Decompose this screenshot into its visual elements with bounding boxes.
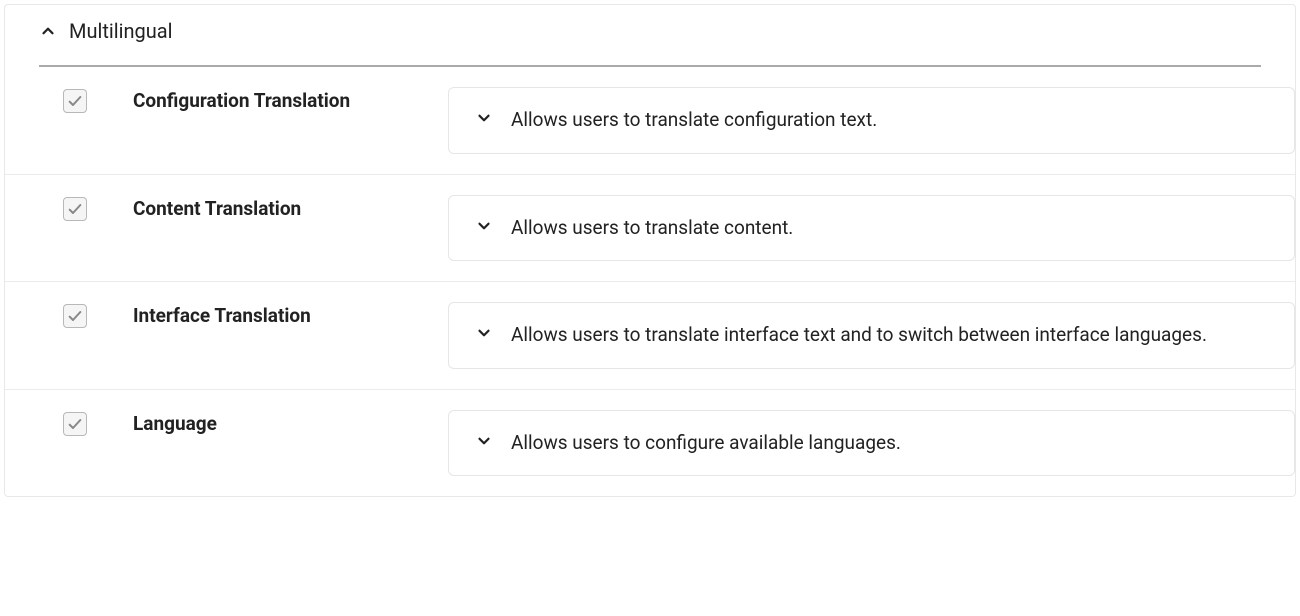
module-name: Language xyxy=(133,412,217,435)
module-label-cell: Interface Translation xyxy=(103,302,448,327)
checkbox-language[interactable] xyxy=(63,412,87,436)
module-name: Configuration Translation xyxy=(133,89,350,112)
checkbox-cell xyxy=(63,302,103,328)
module-label-cell: Content Translation xyxy=(103,195,448,220)
multilingual-panel: Multilingual Configuration Translation A… xyxy=(4,4,1296,497)
checkbox-cell xyxy=(63,195,103,221)
chevron-down-icon[interactable] xyxy=(475,109,493,127)
module-description: Allows users to configure available lang… xyxy=(511,429,901,458)
checkbox-cell xyxy=(63,410,103,436)
module-description-box[interactable]: Allows users to translate content. xyxy=(448,195,1295,262)
chevron-down-icon[interactable] xyxy=(475,217,493,235)
module-name: Interface Translation xyxy=(133,304,311,327)
module-description: Allows users to translate interface text… xyxy=(511,321,1207,350)
chevron-down-icon[interactable] xyxy=(475,432,493,450)
module-name: Content Translation xyxy=(133,197,301,220)
module-description-cell: Allows users to translate configuration … xyxy=(448,87,1295,154)
module-label-cell: Language xyxy=(103,410,448,435)
section-title: Multilingual xyxy=(69,19,173,43)
module-description-box[interactable]: Allows users to configure available lang… xyxy=(448,410,1295,477)
module-row: Interface Translation Allows users to tr… xyxy=(5,282,1295,390)
section-header[interactable]: Multilingual xyxy=(5,5,1295,65)
module-description-box[interactable]: Allows users to translate interface text… xyxy=(448,302,1295,369)
chevron-up-icon xyxy=(39,22,57,40)
module-description: Allows users to translate configuration … xyxy=(511,106,877,135)
checkbox-configuration-translation[interactable] xyxy=(63,89,87,113)
chevron-down-icon[interactable] xyxy=(475,324,493,342)
module-description-cell: Allows users to translate interface text… xyxy=(448,302,1295,369)
checkbox-content-translation[interactable] xyxy=(63,197,87,221)
module-description-cell: Allows users to configure available lang… xyxy=(448,410,1295,477)
module-row: Configuration Translation Allows users t… xyxy=(5,67,1295,175)
module-row: Content Translation Allows users to tran… xyxy=(5,175,1295,283)
module-row: Language Allows users to configure avail… xyxy=(5,390,1295,497)
checkbox-interface-translation[interactable] xyxy=(63,304,87,328)
module-description-cell: Allows users to translate content. xyxy=(448,195,1295,262)
module-description: Allows users to translate content. xyxy=(511,214,793,243)
module-description-box[interactable]: Allows users to translate configuration … xyxy=(448,87,1295,154)
checkbox-cell xyxy=(63,87,103,113)
module-label-cell: Configuration Translation xyxy=(103,87,448,112)
